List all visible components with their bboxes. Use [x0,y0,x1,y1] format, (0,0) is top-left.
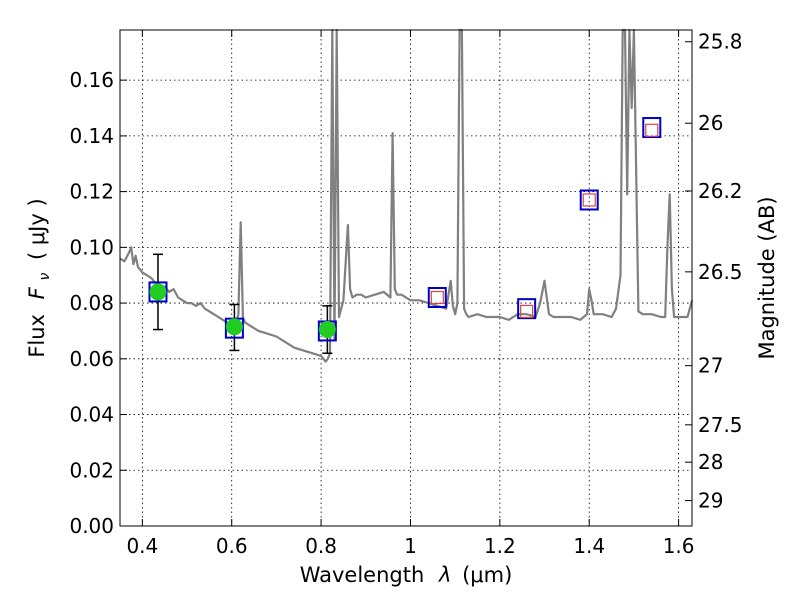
y2-tick-label: 26.2 [698,179,743,203]
y2-tick-label: 25.8 [698,30,743,54]
y-tick-label: 0.14 [69,124,114,148]
y-axis-unit: ( μJy ) [25,198,49,260]
y-tick-label: 0.04 [69,403,114,427]
x-tick-label: 1.4 [573,534,605,558]
x-tick-label: 0.6 [216,534,248,558]
plot-frame [119,29,693,527]
x-axis-title-text: Wavelength [300,563,425,587]
y-tick-label: 0.06 [69,347,114,371]
x-axis-unit: (μm) [462,563,512,587]
y-tick-label: 0.00 [69,514,114,538]
model-square-marker [520,304,534,319]
model-box-marker [579,189,599,211]
y-axis-subscript: ν [37,273,53,281]
y-axis-symbol: F [25,286,49,299]
model-square-marker [430,290,444,305]
photometry-point [149,283,167,301]
y-tick-label: 0.08 [69,291,114,315]
spectrum-line [119,28,694,363]
model-square-marker [645,123,659,137]
x-axis-title: Wavelength λ (μm) [300,563,513,587]
y2-tick-label: 26.5 [698,260,743,284]
y-tick-label: 0.12 [69,180,114,204]
x-axis-symbol: λ [438,563,451,587]
y-tick-label: 0.02 [69,458,114,482]
photometry-series [148,117,662,354]
grid-lines [120,30,692,527]
photometry-point [318,321,336,339]
y2-tick-label: 29 [698,489,723,513]
y2-tick-label: 27.5 [698,413,743,437]
y-tick-label: 0.16 [69,68,114,92]
axis-ticks [120,30,692,527]
model-box-marker [642,117,662,139]
tick-labels: 0.4 0.6 0.8 1 1.2 1.4 1.6 0.00 0.02 0.04 0.06 0.08 0… [69,30,742,558]
x-tick-label: 1.2 [484,534,516,558]
model-box-marker [427,287,447,309]
y2-tick-label: 26 [698,111,723,135]
x-tick-label: 1.6 [663,534,695,558]
model-square-marker [582,193,596,207]
model-box-marker [517,298,537,320]
x-tick-label: 0.4 [126,534,158,558]
spectrum-series [119,28,694,363]
photometry-point [225,318,243,336]
x-tick-label: 0.8 [305,534,337,558]
y2-axis-title: Magnitude (AB) [755,196,779,359]
y-axis-title: Flux F ν ( μJy ) [25,198,54,357]
y-axis-title-text: Flux [25,314,49,358]
x-tick-label: 1 [404,534,417,558]
y-tick-label: 0.10 [69,235,114,259]
y2-tick-label: 27 [698,354,723,378]
y2-tick-label: 28 [698,450,723,474]
